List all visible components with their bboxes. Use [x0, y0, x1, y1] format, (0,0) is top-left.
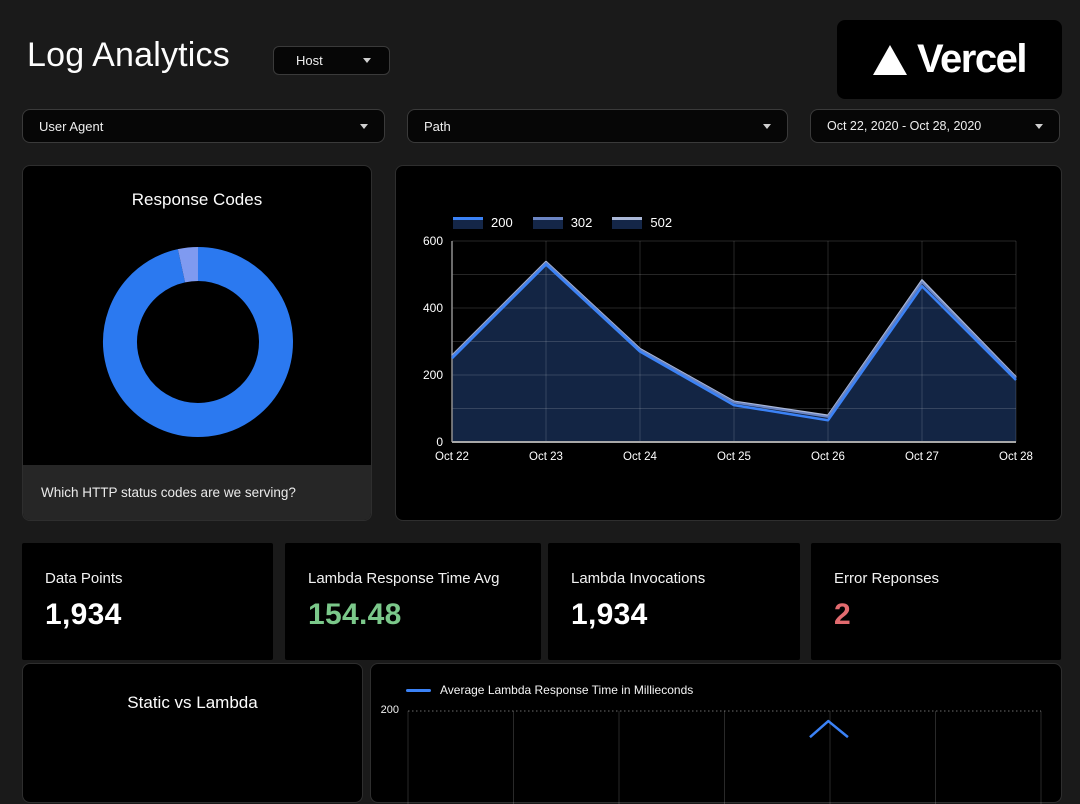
lambda-response-time-chart	[371, 664, 1063, 804]
svg-text:Oct 25: Oct 25	[717, 451, 751, 463]
status-codes-chart-card: 200 302 502 0200400600Oct 22Oct 23Oct 24…	[395, 165, 1062, 521]
response-codes-title: Response Codes	[23, 190, 371, 210]
stat-card-lambda-response-time-avg: Lambda Response Time Avg 154.48	[285, 543, 541, 660]
date-range-dropdown-label: Oct 22, 2020 - Oct 28, 2020	[827, 119, 981, 133]
response-codes-footer: Which HTTP status codes are we serving?	[23, 465, 371, 520]
stat-label: Lambda Invocations	[571, 570, 800, 587]
svg-text:400: 400	[423, 301, 443, 315]
lambda-response-time-chart-card: Average Lambda Response Time in Millieco…	[370, 663, 1062, 803]
status-codes-area-chart: 0 200 400 600 Oct 22 Oct 23 Oct 24 Oct 25 Oct 26…	[396, 166, 1063, 522]
vercel-wordmark: Vercel	[917, 37, 1026, 82]
svg-text:600: 600	[423, 234, 443, 248]
stat-card-lambda-invocations: Lambda Invocations 1,934	[548, 543, 800, 660]
stat-value: 154.48	[308, 598, 541, 632]
chevron-down-icon	[1035, 124, 1043, 129]
stat-card-data-points: Data Points 1,934	[22, 543, 273, 660]
svg-text:Oct 23: Oct 23	[529, 451, 563, 463]
stat-value: 1,934	[571, 598, 800, 632]
chevron-down-icon	[360, 124, 368, 129]
stat-card-error-responses: Error Reponses 2	[811, 543, 1061, 660]
date-range-dropdown[interactable]: Oct 22, 2020 - Oct 28, 2020	[810, 109, 1060, 143]
stat-value: 2	[834, 598, 1061, 632]
stat-label: Data Points	[45, 570, 273, 587]
chevron-down-icon	[763, 124, 771, 129]
svg-text:Oct 28: Oct 28	[999, 451, 1033, 463]
stat-label: Lambda Response Time Avg	[308, 570, 541, 587]
path-dropdown-label: Path	[424, 119, 451, 134]
svg-text:Oct 27: Oct 27	[905, 451, 939, 463]
static-vs-lambda-card: Static vs Lambda	[22, 663, 363, 803]
vercel-logo: Vercel	[837, 20, 1062, 99]
page-title: Log Analytics	[27, 36, 230, 75]
response-codes-donut-chart	[23, 216, 372, 466]
path-dropdown[interactable]: Path	[407, 109, 788, 143]
host-dropdown[interactable]: Host	[273, 46, 390, 75]
svg-text:Oct 22: Oct 22	[435, 451, 469, 463]
svg-text:Oct 26: Oct 26	[811, 451, 845, 463]
user-agent-dropdown-label: User Agent	[39, 119, 103, 134]
user-agent-dropdown[interactable]: User Agent	[22, 109, 385, 143]
log-analytics-dashboard: { "page": {"bg": "#1a1a1a"}, "header": {…	[0, 0, 1080, 735]
svg-text:200: 200	[423, 368, 443, 382]
svg-text:0: 0	[436, 435, 443, 449]
response-codes-card: Response Codes Which HTTP status codes a…	[22, 165, 372, 521]
stat-label: Error Reponses	[834, 570, 1061, 587]
response-codes-question: Which HTTP status codes are we serving?	[41, 485, 296, 500]
host-dropdown-label: Host	[296, 53, 323, 68]
static-vs-lambda-title: Static vs Lambda	[23, 693, 362, 713]
stat-value: 1,934	[45, 598, 273, 632]
svg-text:Oct 24: Oct 24	[623, 451, 657, 463]
chevron-down-icon	[363, 58, 371, 63]
vercel-triangle-icon	[873, 45, 907, 75]
